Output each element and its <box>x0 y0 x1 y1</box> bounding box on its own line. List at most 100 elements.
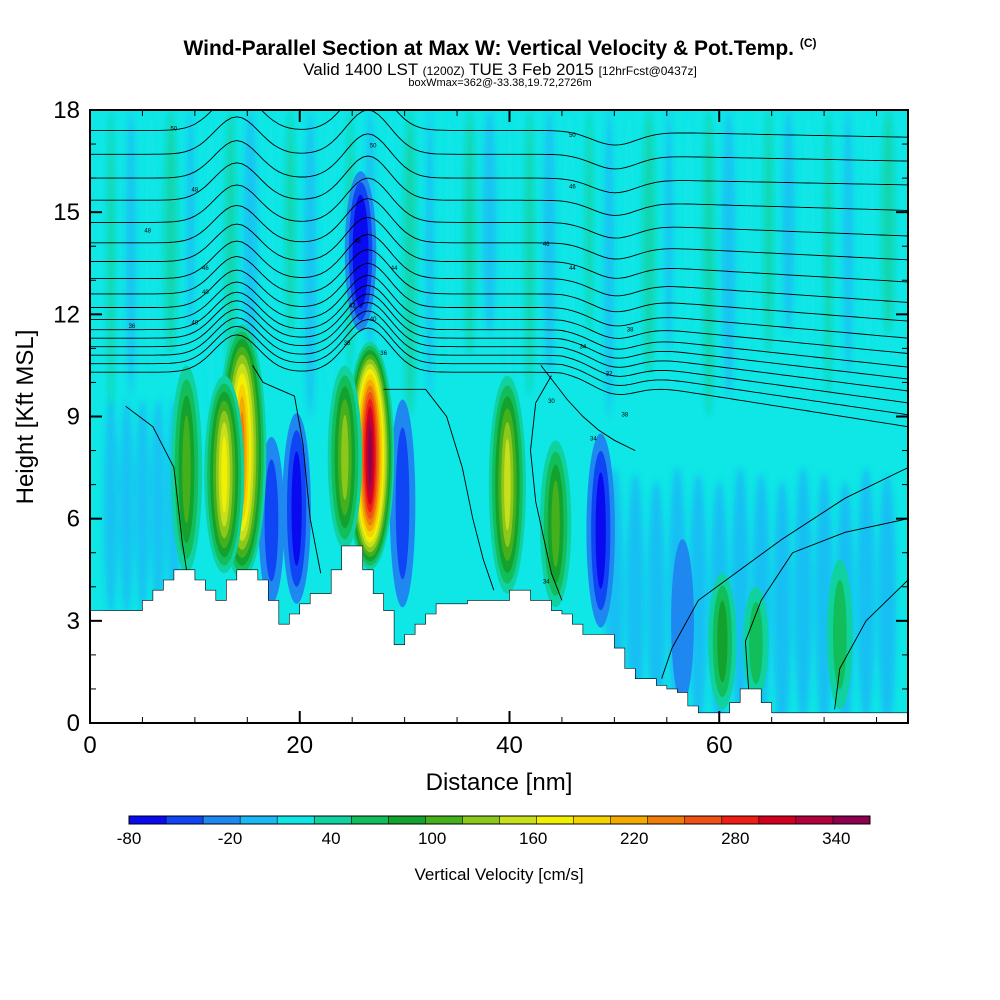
contour-label: 36 <box>129 324 136 330</box>
colorbar-swatch <box>647 816 686 824</box>
contour-label: 38 <box>344 341 351 347</box>
colorbar-tick-label: 340 <box>822 829 850 848</box>
streak <box>205 110 216 417</box>
downdraft-band <box>291 451 302 566</box>
chart-valid-time: Valid 1400 LST (1200Z) TUE 3 Feb 2015 [1… <box>303 60 697 79</box>
contour-label: 48 <box>354 239 361 245</box>
theta-line <box>90 310 908 404</box>
colorbar-tick-label: 40 <box>322 829 341 848</box>
theta-line <box>540 365 636 452</box>
streak <box>402 110 417 417</box>
colorbar-swatch <box>573 816 612 824</box>
downdraft-band <box>264 459 279 582</box>
contour-labels: 50 50 50 48 46 48 48 46 46 44 44 42 40 40 38 38 36 36 34 32… <box>129 126 634 585</box>
theta-contours <box>90 110 908 710</box>
streak <box>664 110 673 356</box>
contour-label: 40 <box>370 317 377 323</box>
colorbar-label: Vertical Velocity [cm/s] <box>414 865 583 884</box>
lower-cell <box>135 399 150 615</box>
theta-line <box>834 579 908 710</box>
lower-cell <box>773 481 792 723</box>
x-tick-label: 20 <box>286 732 313 759</box>
terrain <box>90 545 908 723</box>
theta-line <box>661 467 908 679</box>
theta-line <box>90 318 908 416</box>
streak <box>186 110 195 335</box>
contour-label: 34 <box>590 436 597 442</box>
colorbar-tick-label: 280 <box>721 829 749 848</box>
downdraft <box>282 413 311 604</box>
downdraft-band <box>395 427 410 580</box>
contour-label: 44 <box>569 266 576 272</box>
contour-label: 42 <box>349 304 356 310</box>
streak <box>585 110 594 335</box>
streak <box>425 110 434 397</box>
streak <box>383 110 396 335</box>
downdraft <box>671 539 694 703</box>
colorbar-swatch <box>536 816 575 824</box>
streak <box>463 110 476 356</box>
lower-cell <box>878 474 897 723</box>
updraft-band <box>341 414 349 500</box>
streak <box>505 110 514 417</box>
streak <box>524 110 535 397</box>
streak <box>862 110 875 356</box>
theta-line <box>383 388 495 591</box>
y-tick-label: 18 <box>53 97 80 124</box>
colorbar-swatch <box>240 816 278 824</box>
downdraft <box>389 399 416 608</box>
colorbar-swatch <box>129 816 167 824</box>
theta-line <box>744 518 908 689</box>
terrain-profile <box>90 545 908 723</box>
updraft-band <box>221 436 228 513</box>
colorbar-swatch <box>462 816 500 824</box>
contour-label: 34 <box>580 344 587 350</box>
updraft <box>743 586 769 700</box>
lower-cell <box>151 399 166 615</box>
colorbar-swatch <box>277 816 315 824</box>
colorbar-swatch <box>758 816 797 824</box>
lower-cell <box>794 467 813 723</box>
colorbar-swatch <box>610 816 649 824</box>
y-axis-label: Height [Kft MSL] <box>12 330 39 505</box>
contour-label: 46 <box>569 184 576 190</box>
streak <box>881 110 896 335</box>
chart-box-info: boxWmax=362@-33.38,19.72,2726m <box>408 77 592 89</box>
x-axis-label: Distance [nm] <box>426 769 573 796</box>
streak <box>683 110 694 335</box>
downdraft-band <box>595 472 606 589</box>
colorbar-swatch <box>684 816 723 824</box>
contour-label: 40 <box>202 290 209 296</box>
updraft-band <box>368 426 372 486</box>
contour-label: 34 <box>543 579 550 585</box>
updraft <box>708 573 737 710</box>
updraft <box>539 440 572 608</box>
contour-label: 36 <box>380 351 387 357</box>
theta-line <box>90 233 908 303</box>
updraft-band <box>182 415 191 524</box>
streak <box>744 110 753 376</box>
y-tick-label: 9 <box>67 404 80 431</box>
updraft <box>327 365 362 550</box>
lower-cell <box>119 399 134 615</box>
lower-cell <box>626 474 645 723</box>
copyright-mark: (C) <box>799 36 817 50</box>
lower-cell <box>103 399 118 615</box>
colorbar-swatch <box>721 816 760 824</box>
theta-line <box>90 274 908 354</box>
updraft-band <box>717 600 728 683</box>
colorbar-tick-label: 160 <box>519 829 547 848</box>
contour-label: 44 <box>391 266 398 272</box>
updraft <box>204 375 245 574</box>
chart-title: Wind-Parallel Section at Max W: Vertical… <box>183 36 817 60</box>
streak <box>641 110 656 376</box>
colorbar-swatch <box>388 816 426 824</box>
updraft-band <box>551 480 560 567</box>
colorbar-tick-label: -80 <box>117 829 142 848</box>
colorbar-swatch <box>425 816 463 824</box>
theta-line <box>125 405 187 570</box>
streak <box>824 110 833 397</box>
streak <box>285 110 296 335</box>
